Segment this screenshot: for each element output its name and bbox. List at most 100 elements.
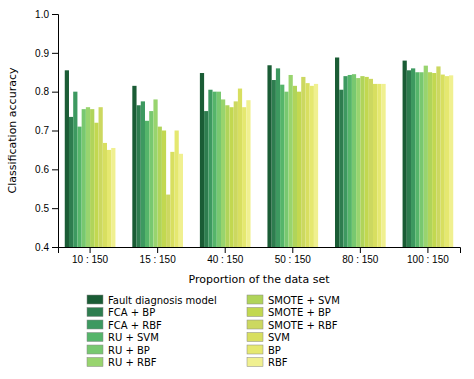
bar-series bbox=[111, 75, 453, 247]
bars bbox=[65, 57, 453, 247]
bar bbox=[65, 70, 69, 247]
legend-label: SVM bbox=[268, 332, 290, 343]
legend-label: FCA + RBF bbox=[108, 320, 162, 331]
bar bbox=[141, 101, 145, 247]
bar bbox=[267, 65, 271, 247]
y-tick-label: 0.9 bbox=[35, 48, 49, 59]
y-tick-line bbox=[52, 131, 58, 132]
bar bbox=[158, 127, 162, 247]
bar bbox=[69, 117, 73, 247]
bar bbox=[305, 83, 309, 247]
legend-item: SMOTE + RBF bbox=[247, 320, 338, 331]
bar bbox=[428, 72, 432, 247]
bar bbox=[238, 89, 242, 247]
bar bbox=[432, 73, 436, 247]
bar-series bbox=[94, 73, 436, 247]
bar bbox=[411, 68, 415, 247]
y-tick: 0.6 bbox=[35, 164, 58, 175]
bar bbox=[175, 131, 179, 248]
x-tick-line bbox=[427, 247, 428, 253]
bar bbox=[352, 74, 356, 247]
bar bbox=[280, 85, 284, 247]
legend-swatch bbox=[87, 345, 103, 354]
x-tick-label: 80 : 150 bbox=[342, 254, 379, 265]
bar bbox=[369, 79, 373, 247]
legend-swatch bbox=[247, 320, 263, 329]
bar bbox=[73, 92, 77, 247]
bar bbox=[246, 100, 250, 247]
legend-item: SMOTE + SVM bbox=[247, 295, 340, 306]
x-tick: 15 : 150 bbox=[140, 247, 177, 265]
bar bbox=[137, 105, 141, 247]
bar bbox=[276, 68, 280, 247]
bar bbox=[360, 76, 364, 247]
bar bbox=[103, 143, 107, 247]
bar-series bbox=[69, 70, 411, 247]
bar bbox=[419, 72, 423, 247]
y-tick-label: 0.5 bbox=[35, 203, 49, 214]
x-tick-label: 100 : 150 bbox=[407, 254, 449, 265]
axis-domain bbox=[59, 248, 461, 254]
bar bbox=[335, 57, 339, 247]
legend-label: Fault diagnosis model bbox=[108, 295, 217, 306]
y-tick: 0.8 bbox=[35, 86, 58, 97]
bar bbox=[381, 84, 385, 247]
y-tick-line bbox=[52, 92, 58, 93]
legend-item: RU + BP bbox=[87, 345, 150, 356]
bar bbox=[77, 127, 81, 247]
bar bbox=[284, 92, 288, 247]
legend-item: SVM bbox=[247, 332, 290, 343]
x-tick: 100 : 150 bbox=[407, 247, 449, 265]
x-axis-title: Proportion of the data set bbox=[189, 273, 331, 286]
bar bbox=[153, 99, 157, 247]
bar bbox=[166, 195, 170, 247]
x-tick-label: 40 : 150 bbox=[207, 254, 244, 265]
x-tick-label: 15 : 150 bbox=[140, 254, 177, 265]
bar-series bbox=[73, 68, 415, 247]
legend-item: RU + RBF bbox=[87, 357, 157, 368]
legend-swatch bbox=[87, 358, 103, 367]
legend-item: Fault diagnosis model bbox=[87, 295, 217, 306]
legend-item: FCA + RBF bbox=[87, 320, 162, 331]
legend-item: SMOTE + BP bbox=[247, 307, 331, 318]
y-tick-line bbox=[52, 208, 58, 209]
bar bbox=[221, 99, 225, 247]
bar bbox=[170, 152, 174, 247]
bar bbox=[356, 78, 360, 247]
bar bbox=[403, 61, 407, 247]
x-tick-line bbox=[225, 247, 226, 253]
bar bbox=[86, 107, 90, 247]
legend-label: RU + RBF bbox=[108, 357, 157, 368]
bar bbox=[94, 123, 98, 247]
bar bbox=[343, 76, 347, 247]
legend-swatch bbox=[247, 295, 263, 304]
legend-label: SMOTE + RBF bbox=[268, 320, 338, 331]
bar bbox=[242, 107, 246, 247]
bar bbox=[90, 109, 94, 247]
y-tick-label: 1.0 bbox=[35, 9, 49, 20]
bar bbox=[339, 90, 343, 247]
y-tick-line bbox=[52, 169, 58, 170]
legend-swatch bbox=[247, 308, 263, 317]
legend-label: RU + SVM bbox=[108, 332, 159, 343]
bar bbox=[272, 80, 276, 247]
y-tick-line bbox=[52, 14, 58, 15]
bar bbox=[225, 105, 229, 247]
bar bbox=[107, 150, 111, 247]
x-tick-label: 50 : 150 bbox=[275, 254, 312, 265]
bar bbox=[132, 86, 136, 247]
legend-label: RU + BP bbox=[108, 345, 150, 356]
bar bbox=[82, 109, 86, 247]
bar-series bbox=[86, 66, 428, 247]
bar bbox=[445, 76, 449, 247]
x-tick-line bbox=[292, 247, 293, 253]
bar bbox=[365, 77, 369, 247]
bar bbox=[289, 75, 293, 247]
y-tick: 0.7 bbox=[35, 125, 58, 136]
legend-swatch bbox=[87, 320, 103, 329]
bar-series bbox=[65, 57, 407, 247]
bar bbox=[234, 101, 238, 247]
legend-label: BP bbox=[268, 345, 281, 356]
x-tick: 10 : 150 bbox=[72, 247, 109, 265]
legend-item: FCA + BP bbox=[87, 307, 155, 318]
